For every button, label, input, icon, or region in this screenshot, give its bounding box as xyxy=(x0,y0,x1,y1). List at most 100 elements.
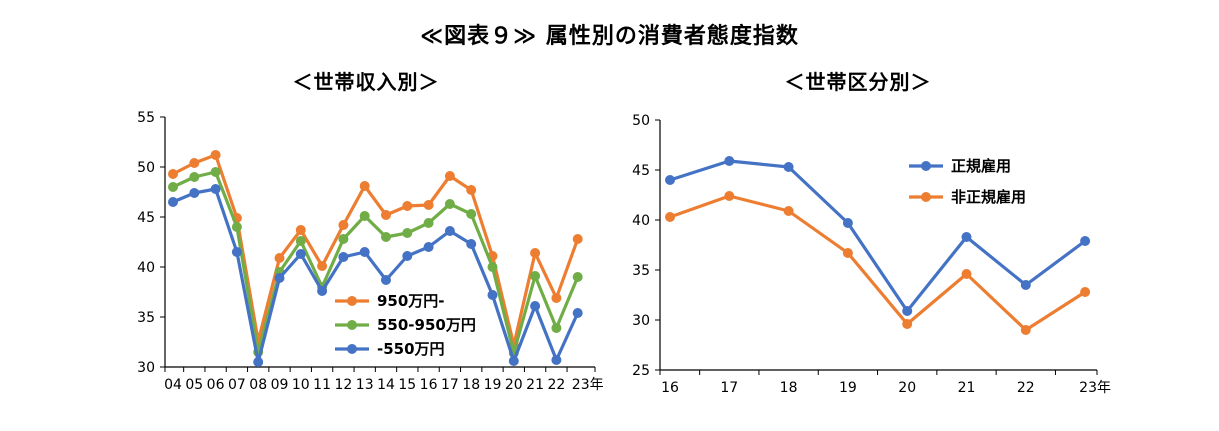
data-point xyxy=(423,218,434,228)
data-point xyxy=(530,248,541,258)
data-point xyxy=(231,222,242,232)
data-point xyxy=(402,201,413,211)
series-line-1 xyxy=(669,194,1086,332)
data-point xyxy=(724,191,735,201)
legend-label: 550-950万円 xyxy=(377,316,476,334)
data-point xyxy=(572,272,583,282)
right-chart-title: ＜世帯区分別＞ xyxy=(784,70,932,94)
x-tick-label: 05 xyxy=(185,377,203,393)
x-tick-label: 04 xyxy=(164,377,182,393)
data-point xyxy=(842,218,853,228)
data-point xyxy=(487,262,498,272)
x-tick-label: 20 xyxy=(505,377,523,393)
x-tick-label: 22 xyxy=(547,377,565,393)
y-tick-label: 40 xyxy=(137,260,155,276)
y-tick-label: 45 xyxy=(632,163,650,179)
y-tick-label: 35 xyxy=(632,263,650,279)
data-point xyxy=(402,228,413,238)
data-point xyxy=(381,275,391,285)
data-point xyxy=(487,290,498,300)
y-tick-label: 35 xyxy=(137,310,155,326)
data-point xyxy=(665,212,675,222)
x-tick-label: 17 xyxy=(441,377,459,393)
data-point xyxy=(466,185,477,195)
income-chart: 30 35 40 45 50 55 04 05 06 07 08 09 10 11 12 13 14 15 16 17… xyxy=(137,110,603,393)
data-point xyxy=(338,234,349,244)
data-point xyxy=(317,286,328,296)
data-point xyxy=(295,249,306,259)
data-point xyxy=(338,220,349,230)
x-tick-label: 21 xyxy=(526,377,544,393)
x-tick-label: 06 xyxy=(207,377,225,393)
left-chart-title: ＜世帯収入別＞ xyxy=(292,70,440,94)
data-point xyxy=(359,181,370,191)
data-point xyxy=(551,323,562,333)
y-tick-label: 30 xyxy=(632,313,650,329)
legend-label: 正規雇用 xyxy=(951,157,1011,175)
y-tick-label: 50 xyxy=(137,160,155,176)
data-point xyxy=(961,232,972,242)
x-tick-label: 15 xyxy=(398,377,416,393)
legend-swatch-marker xyxy=(347,320,357,330)
data-point xyxy=(338,252,349,262)
data-point xyxy=(1020,280,1031,290)
data-point xyxy=(551,293,562,303)
x-tick-label: 12 xyxy=(334,377,352,393)
data-point xyxy=(423,242,434,252)
series-line-2 xyxy=(172,187,580,364)
y-tick-label: 55 xyxy=(137,110,155,126)
data-point xyxy=(665,175,675,185)
x-tick-label: 14 xyxy=(377,377,395,393)
data-point xyxy=(359,247,370,257)
data-point xyxy=(231,247,242,257)
y-tick-label: 50 xyxy=(632,113,650,129)
data-point xyxy=(530,271,541,281)
series-line-1 xyxy=(172,170,580,355)
data-point xyxy=(783,206,794,216)
x-tick-label: 21 xyxy=(958,380,976,396)
data-point xyxy=(444,199,455,209)
data-point xyxy=(210,167,221,177)
data-point xyxy=(253,357,264,367)
data-point xyxy=(724,156,735,166)
data-point xyxy=(359,211,370,221)
series-line-0 xyxy=(669,159,1087,313)
data-point xyxy=(530,301,541,311)
data-point xyxy=(168,182,178,192)
data-point xyxy=(444,171,455,181)
data-point xyxy=(1080,287,1091,297)
data-point xyxy=(551,355,562,365)
x-tick-label: 08 xyxy=(249,377,267,393)
data-point xyxy=(783,162,794,172)
data-point xyxy=(466,209,477,219)
data-point xyxy=(1080,236,1091,246)
legend-swatch-marker xyxy=(921,161,931,171)
data-point xyxy=(210,184,221,194)
data-point xyxy=(572,308,583,318)
data-point xyxy=(423,200,434,210)
x-tick-label: 23年 xyxy=(1079,380,1111,396)
data-point xyxy=(842,248,853,258)
data-point xyxy=(295,236,306,246)
x-tick-label: 09 xyxy=(271,377,289,393)
x-tick-label: 13 xyxy=(356,377,374,393)
data-point xyxy=(295,225,306,235)
x-tick-label: 23年 xyxy=(572,377,604,393)
data-point xyxy=(189,158,200,168)
x-tick-label: 18 xyxy=(780,380,798,396)
data-point xyxy=(317,261,328,271)
data-point xyxy=(168,197,178,207)
legend-label: 950万円- xyxy=(377,292,445,310)
data-point xyxy=(210,150,221,160)
data-point xyxy=(381,210,391,220)
data-point xyxy=(168,169,178,179)
data-point xyxy=(444,226,455,236)
data-point xyxy=(189,172,200,182)
x-tick-label: 07 xyxy=(228,377,246,393)
data-point xyxy=(274,253,285,263)
x-tick-label: 19 xyxy=(484,377,502,393)
x-tick-label: 11 xyxy=(313,377,331,393)
x-tick-label: 20 xyxy=(898,380,916,396)
data-point xyxy=(508,356,519,366)
